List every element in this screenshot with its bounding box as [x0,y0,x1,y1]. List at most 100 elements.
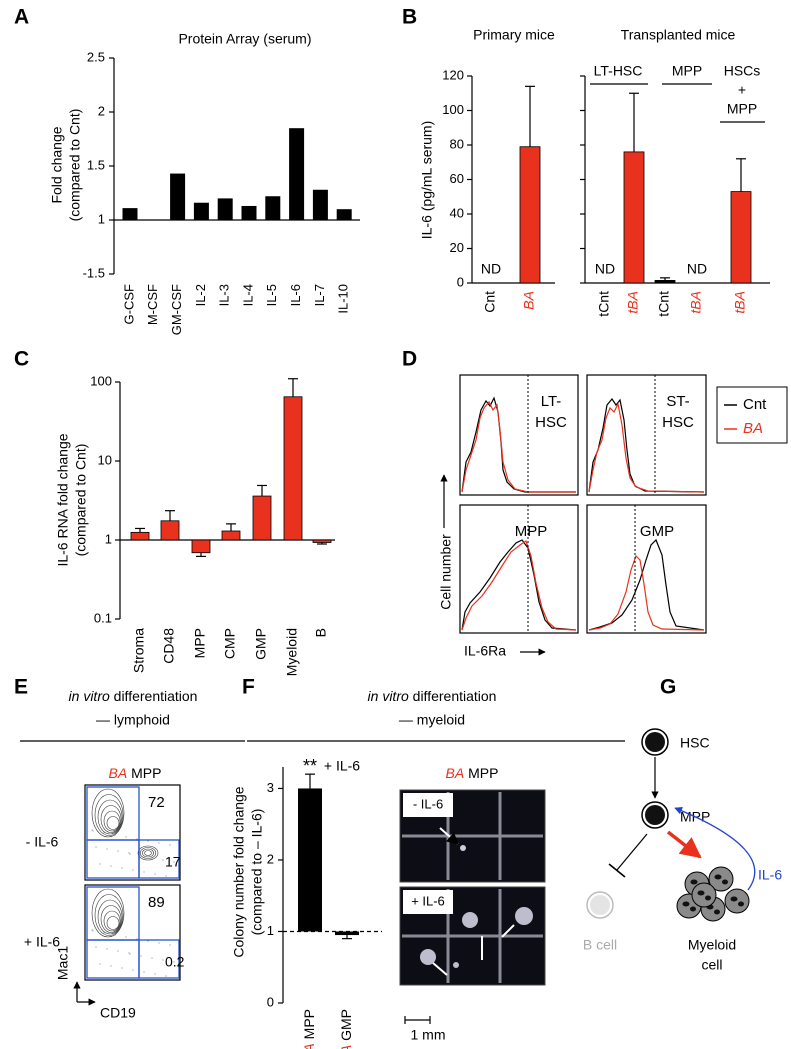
title-word: differentiation [114,688,198,704]
bar [160,520,180,541]
gate-value: 0.2 [165,954,185,970]
feedback-arrow [674,807,756,891]
nucleus [738,901,744,907]
histogram-curve [461,540,577,631]
chart-title: Protein Array (serum) [178,31,311,47]
x-tick-label: IL-7 [312,284,327,306]
group-label: MPP [727,101,757,117]
chart-title: + IL-6 [324,758,360,774]
inhibition-line [616,833,648,871]
bar [191,539,211,554]
y-tick-label: 0 [267,994,274,1009]
arrow [432,962,448,976]
x-tick-label: Stroma [131,628,147,673]
event-dot [169,944,171,946]
panel-letter: F [242,676,255,699]
event-dot [106,848,108,850]
y-tick-label: 100 [90,373,112,388]
y-tick-label: 60 [450,171,464,186]
arrow [501,924,515,938]
bar [122,208,138,220]
gate-value: 89 [148,894,165,911]
contour [137,845,159,861]
x-tick-label: tCnt [656,291,672,317]
y-tick-label: 1 [98,211,105,226]
y-axis-label: IL-6 RNA fold change [55,433,71,566]
event-dot [106,948,108,950]
bar [265,196,281,220]
inhibition-bar [608,863,626,878]
row-label: + IL-6 [24,934,60,950]
y-tick-label: 1 [267,923,274,938]
x-tick-label: tCnt [596,291,612,317]
event-dot [110,965,112,967]
contour [139,847,157,859]
panel-letter: E [14,676,28,699]
title-word: differentiation [413,688,497,704]
word: GMP [338,1009,354,1045]
event-dot [91,829,93,831]
event-dot [121,967,123,969]
accent-word: BA [338,1045,354,1049]
subplot-title: Transplanted mice [621,27,736,43]
event-dot [117,950,119,952]
y-tick-label: 0 [457,274,464,289]
x-tick-label: tBA [688,291,704,314]
x-tick-label: CD48 [161,628,177,664]
panel-title: in vitro differentiation [69,688,198,704]
histogram-curve [461,400,576,493]
title-italic: in vitro [69,688,110,704]
contour [142,848,154,858]
bar [221,530,241,541]
bar [217,198,233,220]
gate-value: 72 [148,794,165,811]
x-tick-label: IL-2 [193,284,208,306]
event-dot [147,840,149,842]
accent-word: BA [109,765,128,781]
y-tick-label: 10 [98,452,112,467]
histogram-frame [459,504,579,634]
event-dot [128,852,130,854]
bar [241,205,257,220]
event-dot [173,961,175,963]
y-axis-label: IL-6 (pg/mL serum) [419,121,435,240]
plot-label: ST- [666,393,689,410]
event-dot [114,834,116,836]
bar [252,495,272,541]
node-label: B cell [583,937,617,953]
nucleus [722,879,728,885]
title-italic: in vitro [368,688,409,704]
event-dot [169,844,171,846]
event-dot [132,869,134,871]
x-tick-label: MPP [192,628,208,658]
legend-label: Cnt [743,396,767,413]
row-label: - IL-6 [26,834,59,850]
nucleus [730,896,738,902]
contour [97,899,123,935]
event-dot [95,846,97,848]
event-dot [158,842,160,844]
contour [94,894,124,936]
gate-value: 17 [165,854,181,870]
bar [336,209,352,220]
plot-label: HSC [535,414,567,431]
cell-core [645,805,665,825]
event-dot [103,932,105,934]
event-dot [110,865,112,867]
plot-label: GMP [640,523,674,540]
x-tick-label: Myeloid [284,628,300,676]
event-dot [140,955,142,957]
y-tick-label: 20 [450,240,464,255]
x-tick-label: Cnt [482,291,498,313]
value-label: ND [595,261,615,277]
event-dot [136,838,138,840]
bar [170,173,186,220]
colony [515,907,533,925]
bar [289,128,305,220]
histogram-frame [586,504,707,634]
panel-title: in vitro differentiation [368,688,497,704]
y-tick-label: 1 [105,531,112,546]
bar [335,931,359,936]
